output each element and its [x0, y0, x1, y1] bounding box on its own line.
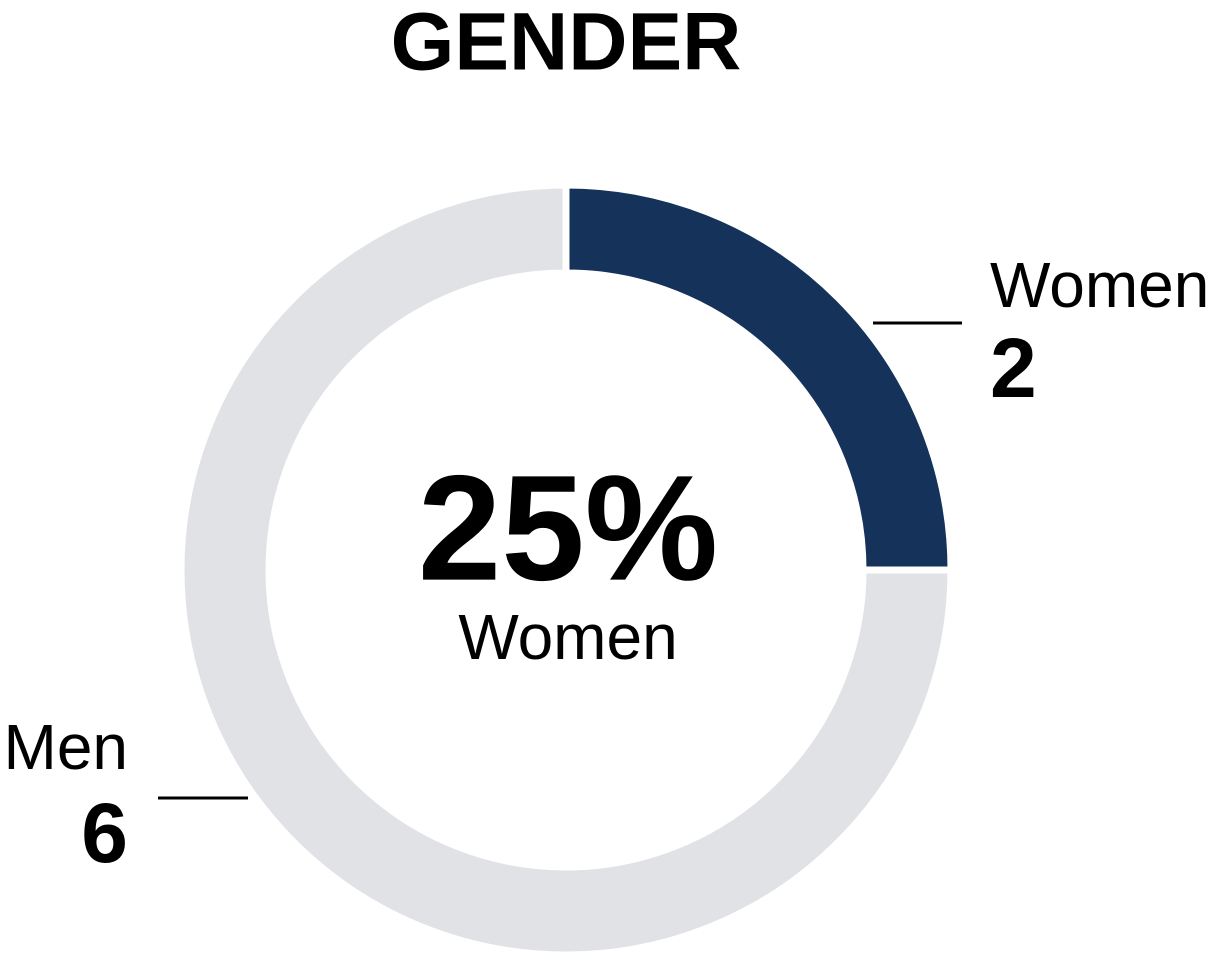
center-value: 25% [418, 444, 718, 612]
slice-value: 2 [990, 321, 1037, 415]
chart-title: GENDER [391, 0, 742, 88]
center-label: Women [458, 601, 677, 673]
slice-label: Women [990, 249, 1209, 321]
slice-value: 6 [81, 786, 128, 880]
slice-label: Men [4, 711, 129, 783]
donut-slice [177, 181, 955, 959]
